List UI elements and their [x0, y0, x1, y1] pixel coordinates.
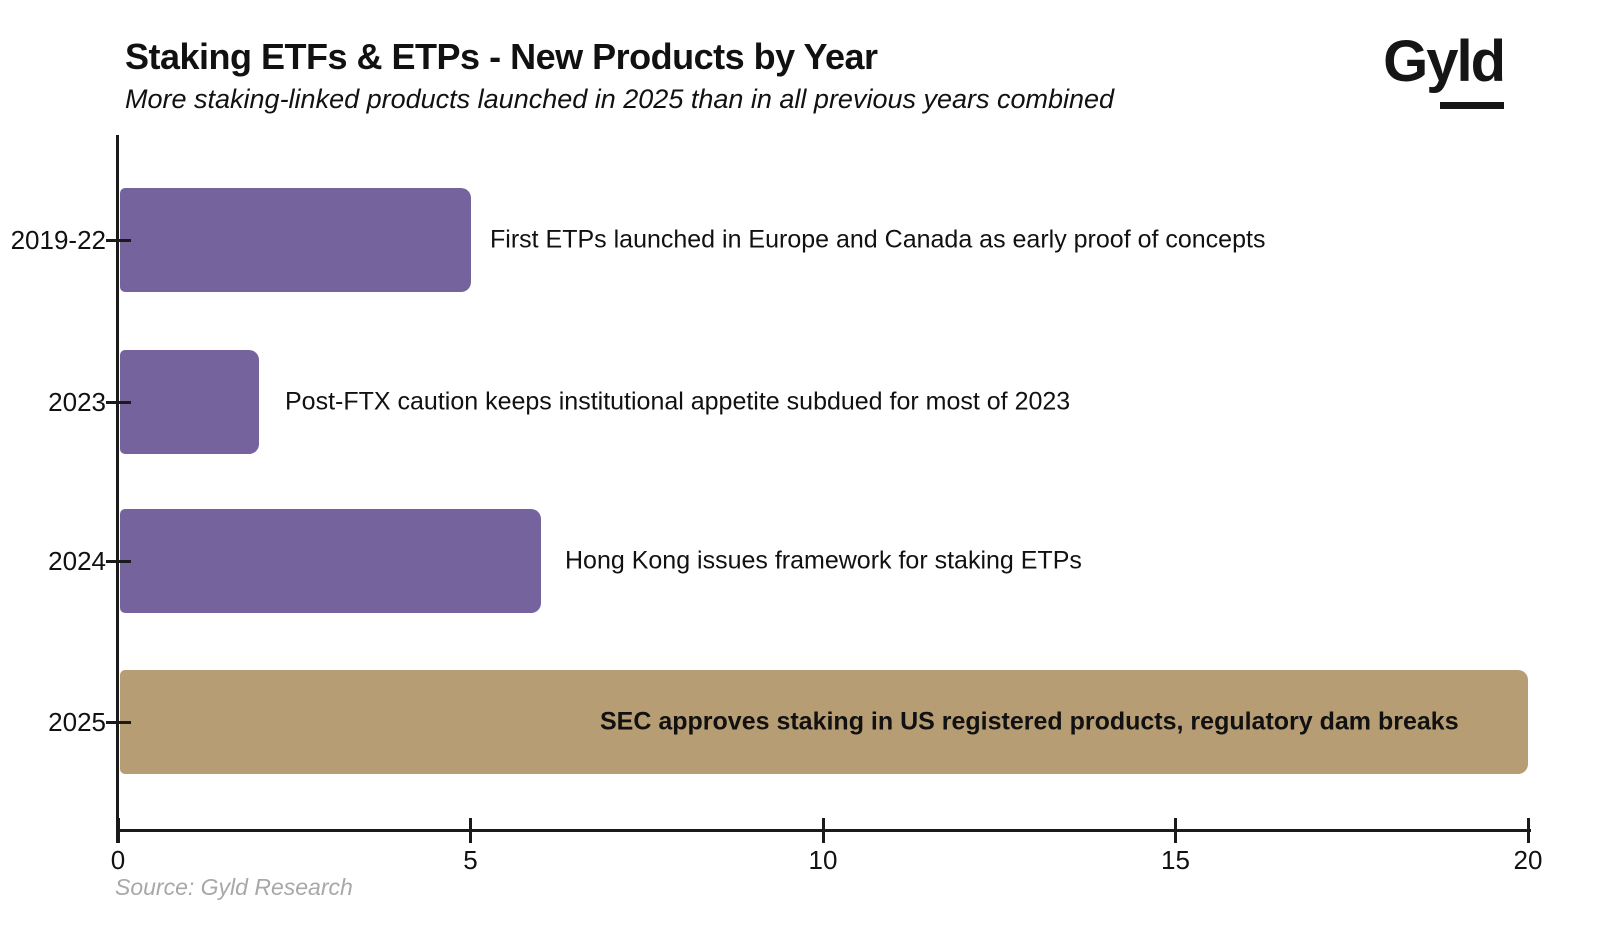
chart-title: Staking ETFs & ETPs - New Products by Ye… — [125, 36, 878, 77]
y-tick — [106, 400, 131, 404]
bar-2025 — [120, 670, 1528, 774]
gyld-logo-prefix: Gy — [1383, 29, 1458, 94]
y-tick — [106, 238, 131, 242]
y-tick — [106, 559, 131, 563]
category-label-2019-22: 2019-22 — [10, 225, 106, 255]
chart-subtitle: More staking-linked products launched in… — [125, 84, 1115, 114]
bar-annotation-2019-22: First ETPs launched in Europe and Canada… — [490, 225, 1266, 254]
category-label-2025: 2025 — [48, 707, 106, 737]
x-tick — [116, 818, 120, 843]
source-note: Source: Gyld Research — [115, 874, 353, 900]
x-tick-label: 20 — [1513, 845, 1543, 875]
y-axis-line — [116, 135, 119, 843]
x-tick-label: 15 — [1161, 845, 1190, 875]
x-tick — [469, 818, 472, 843]
gyld-logo: Gyld — [1383, 28, 1506, 109]
gyld-logo-underlined: ld — [1440, 28, 1506, 109]
bar-annotation-2024: Hong Kong issues framework for staking E… — [565, 546, 1082, 575]
category-label-2024: 2024 — [48, 546, 106, 576]
bar-annotation-2023: Post-FTX caution keeps institutional app… — [285, 387, 1071, 416]
x-tick-label: 10 — [808, 845, 838, 875]
x-tick-label: 5 — [463, 845, 478, 875]
bar-2023 — [120, 350, 259, 454]
bar-annotation-2025: SEC approves staking in US registered pr… — [600, 707, 1459, 736]
category-label-2023: 2023 — [48, 387, 106, 417]
bar-2019-22 — [120, 188, 471, 292]
x-tick-label: 0 — [110, 845, 126, 875]
x-tick — [1526, 818, 1530, 843]
y-tick — [106, 720, 131, 724]
x-tick — [1174, 818, 1177, 843]
x-tick — [821, 818, 825, 843]
bar-2024 — [120, 509, 541, 613]
